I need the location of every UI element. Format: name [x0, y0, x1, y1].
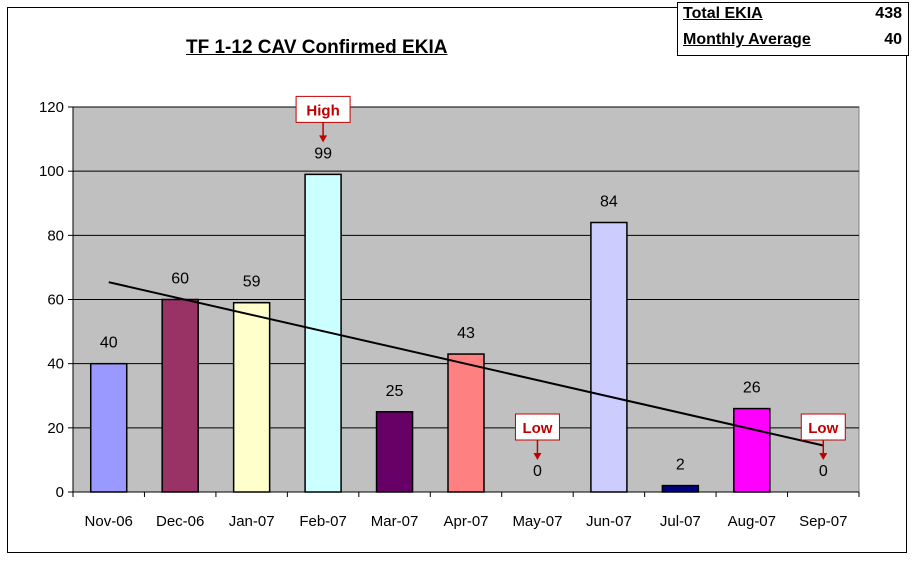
data-label: 26: [743, 380, 761, 397]
data-label: 0: [819, 463, 828, 480]
x-tick-label: Apr-07: [443, 513, 488, 530]
x-tick-label: Mar-07: [371, 513, 419, 530]
x-tick-label: Dec-06: [156, 513, 204, 530]
y-tick-label: 120: [39, 99, 64, 116]
y-tick-label: 80: [47, 227, 64, 244]
x-tick-label: Sep-07: [799, 513, 847, 530]
data-label: 84: [600, 194, 618, 211]
y-tick-label: 40: [47, 356, 64, 373]
callout-box-low: [800, 413, 846, 441]
x-tick-label: Aug-07: [728, 513, 776, 530]
summary-box: Total EKIA 438 Monthly Average 40: [677, 2, 909, 56]
monthly-average-value: 40: [884, 31, 902, 48]
x-tick-label: Jan-07: [229, 513, 275, 530]
x-tick-label: Jul-07: [660, 513, 701, 530]
data-label: 2: [676, 457, 685, 474]
bar-mar-07: [375, 411, 414, 493]
chart-title: TF 1-12 CAV Confirmed EKIA: [186, 37, 448, 58]
data-label: 60: [171, 271, 189, 288]
bar-jun-07: [590, 221, 628, 493]
bar-jan-07: [232, 301, 271, 493]
callout-box-high: [295, 95, 351, 123]
bar-nov-06: [89, 362, 128, 493]
callout-label: High: [306, 102, 339, 119]
bar-dec-06: [161, 298, 199, 493]
callout-arrow-head: [819, 453, 828, 460]
trendline: [108, 281, 824, 447]
y-tick-label: 0: [56, 484, 64, 501]
x-tick-label: May-07: [512, 513, 562, 530]
data-label: 59: [243, 274, 261, 291]
bar-apr-07: [447, 353, 485, 493]
x-tick-label: Nov-06: [85, 513, 133, 530]
data-label: 43: [457, 325, 475, 342]
total-ekia-label: Total EKIA: [683, 5, 763, 22]
data-label: 40: [100, 335, 118, 352]
monthly-average-row: Monthly Average 40: [678, 29, 908, 53]
bar-aug-07: [733, 407, 771, 493]
monthly-average-label: Monthly Average: [683, 31, 811, 48]
data-label: 0: [533, 463, 542, 480]
callout-label: Low: [522, 420, 552, 437]
y-tick-label: 100: [39, 163, 64, 180]
callout-arrow-head: [533, 453, 542, 460]
bar-jul-07: [661, 484, 700, 493]
data-label: 25: [386, 383, 404, 400]
callout-arrow-head: [319, 135, 328, 143]
data-label: 99: [314, 145, 332, 162]
total-ekia-row: Total EKIA 438: [678, 3, 908, 27]
x-tick-label: Feb-07: [299, 513, 347, 530]
y-tick-label: 20: [47, 420, 64, 437]
x-tick-label: Jun-07: [586, 513, 632, 530]
total-ekia-value: 438: [875, 5, 902, 22]
y-tick-label: 60: [47, 292, 64, 309]
callout-label: Low: [808, 420, 838, 437]
